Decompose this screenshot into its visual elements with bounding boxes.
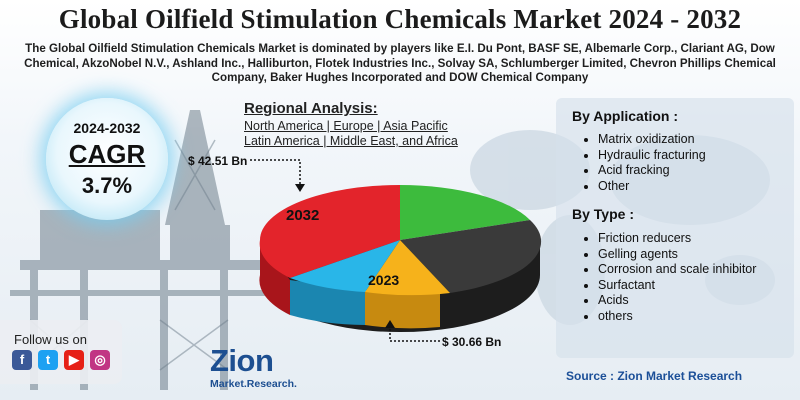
list-item: Friction reducers — [598, 231, 778, 247]
list-item: Matrix oxidization — [598, 132, 798, 148]
cagr-period: 2024-2032 — [73, 120, 141, 136]
facebook-icon[interactable]: f — [12, 350, 32, 370]
amount-connectors — [250, 159, 440, 342]
page-title: Global Oilfield Stimulation Chemicals Ma… — [58, 4, 742, 34]
by-application-title: By Application : — [572, 108, 679, 124]
list-item: Hydraulic fracturing — [598, 148, 798, 164]
regional-line-2: Latin America | Middle East, and Africa — [244, 134, 458, 148]
pie-side-blue — [290, 280, 365, 325]
by-type-title: By Type : — [572, 206, 634, 222]
twitter-icon[interactable]: t — [38, 350, 58, 370]
by-type-list: Friction reducers Gelling agents Corrosi… — [580, 231, 778, 324]
by-application-list: Matrix oxidization Hydraulic fracturing … — [580, 132, 798, 194]
regional-title: Regional Analysis: — [244, 100, 378, 117]
pie-slice-green — [400, 185, 530, 240]
cagr-value: 3.7% — [81, 173, 133, 198]
pie-slice-dark — [400, 220, 542, 293]
follow-label: Follow us on — [14, 332, 87, 347]
cagr-label: CAGR — [68, 139, 146, 169]
list-item: Other — [598, 179, 798, 195]
pie-chart: 2032 2023 — [259, 185, 542, 333]
logo: Zion — [210, 343, 274, 378]
cagr-circle — [46, 98, 168, 220]
amount-2023: $ 30.66 Bn — [442, 335, 502, 349]
list-item: others — [598, 309, 778, 325]
list-item: Gelling agents — [598, 247, 778, 263]
pie-slice-blue — [290, 240, 400, 292]
pie-slice-2032 — [259, 185, 400, 278]
list-item: Corrosion and scale inhibitor — [598, 262, 778, 278]
pie-label-2023: 2023 — [368, 272, 399, 288]
pie-label-2032: 2032 — [286, 207, 319, 224]
amount-2032: $ 42.51 Bn — [188, 154, 248, 168]
list-item: Acid fracking — [598, 163, 798, 179]
logo-sub: Market.Research. — [210, 378, 297, 390]
youtube-icon[interactable]: ▶ — [64, 350, 84, 370]
segments-panel — [556, 98, 794, 358]
page-subtitle: The Global Oilfield Stimulation Chemical… — [24, 42, 776, 84]
pie-side-2023 — [365, 290, 440, 329]
list-item: Acids — [598, 293, 778, 309]
source-note: Source : Zion Market Research — [566, 369, 743, 383]
list-item: Surfactant — [598, 278, 778, 294]
pie-slice-2023 — [365, 240, 450, 296]
instagram-icon[interactable]: ◎ — [90, 350, 110, 370]
regional-line-1: North America | Europe | Asia Pacific — [244, 119, 448, 133]
